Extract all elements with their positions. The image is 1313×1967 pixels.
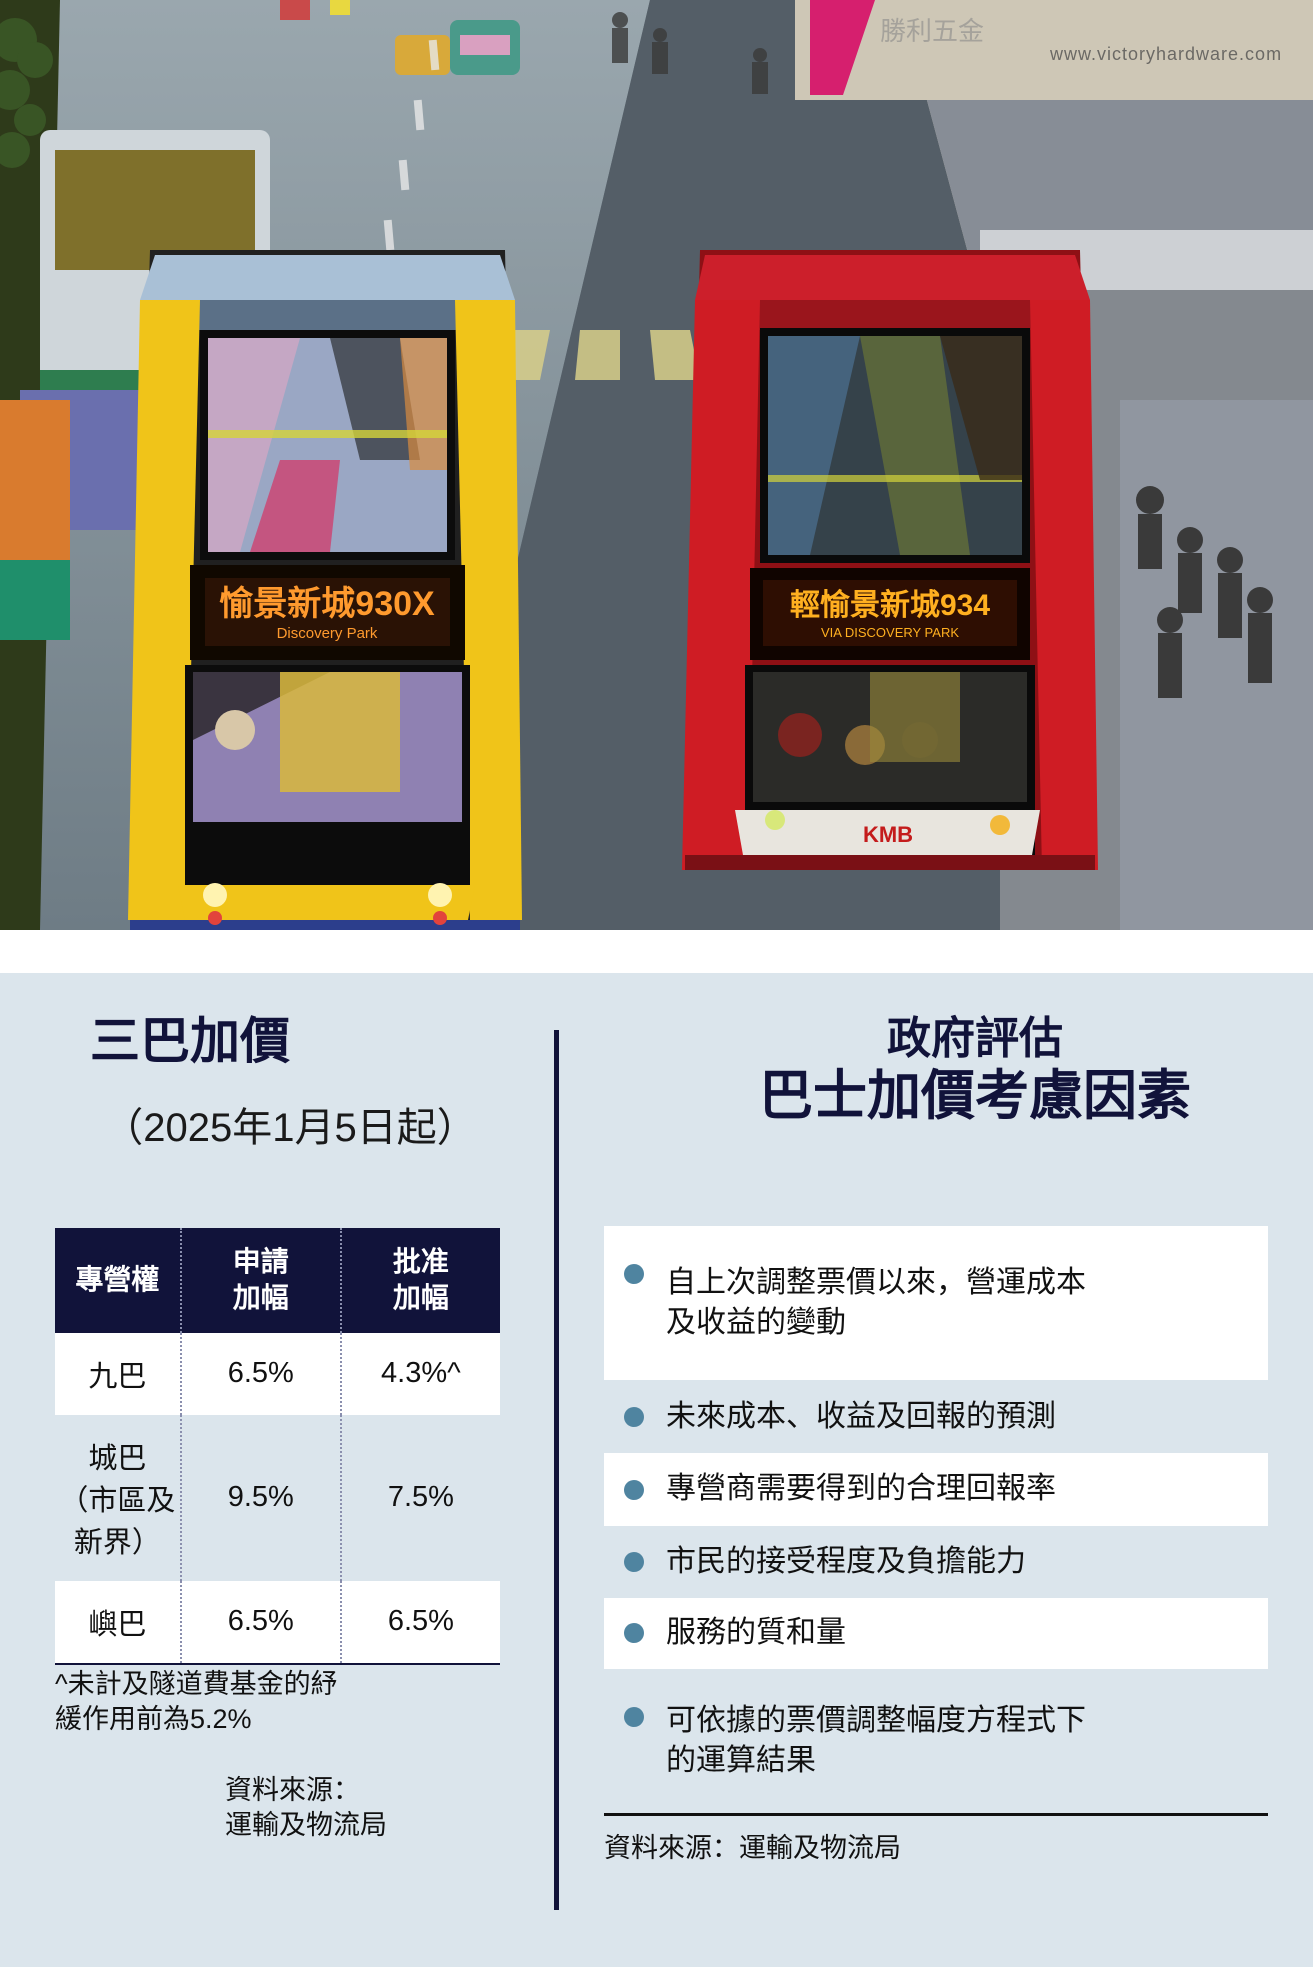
svg-text:勝利五金: 勝利五金 xyxy=(880,16,984,46)
svg-text:輕愉景新城934: 輕愉景新城934 xyxy=(790,588,990,622)
svg-text:VIA DISCOVERY PARK: VIA DISCOVERY PARK xyxy=(821,625,959,640)
svg-text:www.victoryhardware.com: www.victoryhardware.com xyxy=(1049,44,1282,64)
svg-text:愉景新城930X: 愉景新城930X xyxy=(219,585,435,623)
svg-text:Discovery Park: Discovery Park xyxy=(277,625,378,642)
svg-text:KMB: KMB xyxy=(863,822,913,847)
